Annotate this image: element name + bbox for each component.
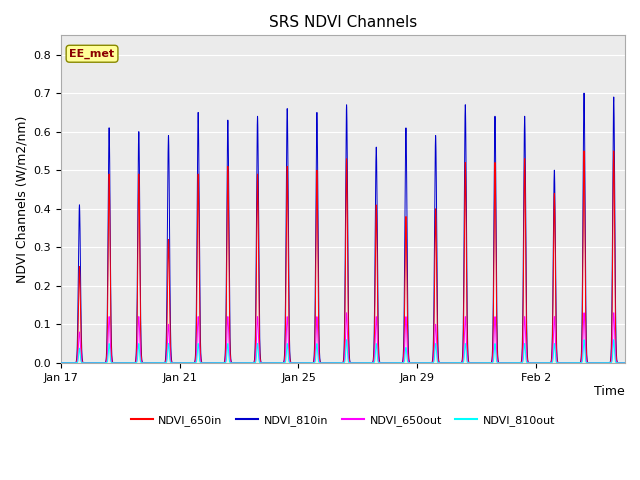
Title: SRS NDVI Channels: SRS NDVI Channels <box>269 15 417 30</box>
Legend: NDVI_650in, NDVI_810in, NDVI_650out, NDVI_810out: NDVI_650in, NDVI_810in, NDVI_650out, NDV… <box>126 411 560 431</box>
X-axis label: Time: Time <box>595 385 625 398</box>
Text: EE_met: EE_met <box>70 48 115 59</box>
Y-axis label: NDVI Channels (W/m2/nm): NDVI Channels (W/m2/nm) <box>15 115 28 283</box>
